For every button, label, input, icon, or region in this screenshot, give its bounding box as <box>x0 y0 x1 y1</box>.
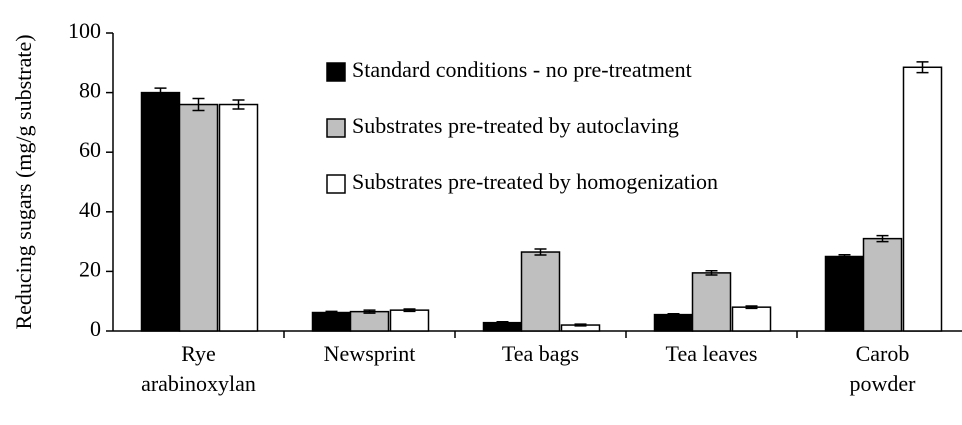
legend-label: Standard conditions - no pre-treatment <box>352 57 692 82</box>
error-bar <box>403 308 416 313</box>
y-tick-label: 100 <box>68 18 101 43</box>
y-tick-label: 0 <box>90 316 101 341</box>
error-bar <box>232 99 245 110</box>
x-tick-label: Carob powder <box>849 341 916 396</box>
bar <box>218 103 259 332</box>
error-bar <box>838 253 851 260</box>
legend-label: Substrates pre-treated by homogenization <box>352 169 718 194</box>
bar <box>140 91 181 332</box>
y-tick-label: 80 <box>79 78 101 103</box>
legend-swatch <box>326 62 346 82</box>
bar <box>731 306 772 332</box>
error-bar <box>325 310 338 315</box>
legend-swatch <box>326 118 346 138</box>
legend-swatch <box>326 174 346 194</box>
x-tick-label: Tea leaves <box>665 341 758 366</box>
error-bar <box>363 309 376 314</box>
x-tick-label: Tea bags <box>501 341 580 366</box>
error-bar <box>745 305 758 310</box>
bar <box>520 251 561 332</box>
y-axis-label: Reducing sugars (mg/g substrate) <box>11 34 36 329</box>
bar <box>691 272 732 332</box>
bar <box>349 310 390 332</box>
bar <box>862 237 903 332</box>
y-tick-label: 60 <box>79 137 101 162</box>
x-tick-label: Rye arabinoxylan <box>141 341 256 396</box>
bar <box>178 103 219 332</box>
bar <box>389 309 430 332</box>
bar <box>311 311 352 332</box>
error-bar <box>667 312 680 317</box>
y-tick-label: 40 <box>79 197 101 222</box>
error-bar <box>705 270 718 276</box>
error-bar <box>574 323 587 327</box>
bar <box>902 66 943 332</box>
error-bar <box>876 234 889 243</box>
error-bar <box>154 87 167 98</box>
error-bar <box>496 321 509 325</box>
y-tick-label: 20 <box>79 256 101 281</box>
bar <box>824 255 865 332</box>
bar <box>653 313 694 332</box>
error-bar <box>534 248 547 256</box>
error-bar <box>192 97 205 112</box>
error-bar <box>916 61 929 74</box>
x-tick-label: Newsprint <box>323 341 416 366</box>
legend-label: Substrates pre-treated by autoclaving <box>352 113 679 138</box>
